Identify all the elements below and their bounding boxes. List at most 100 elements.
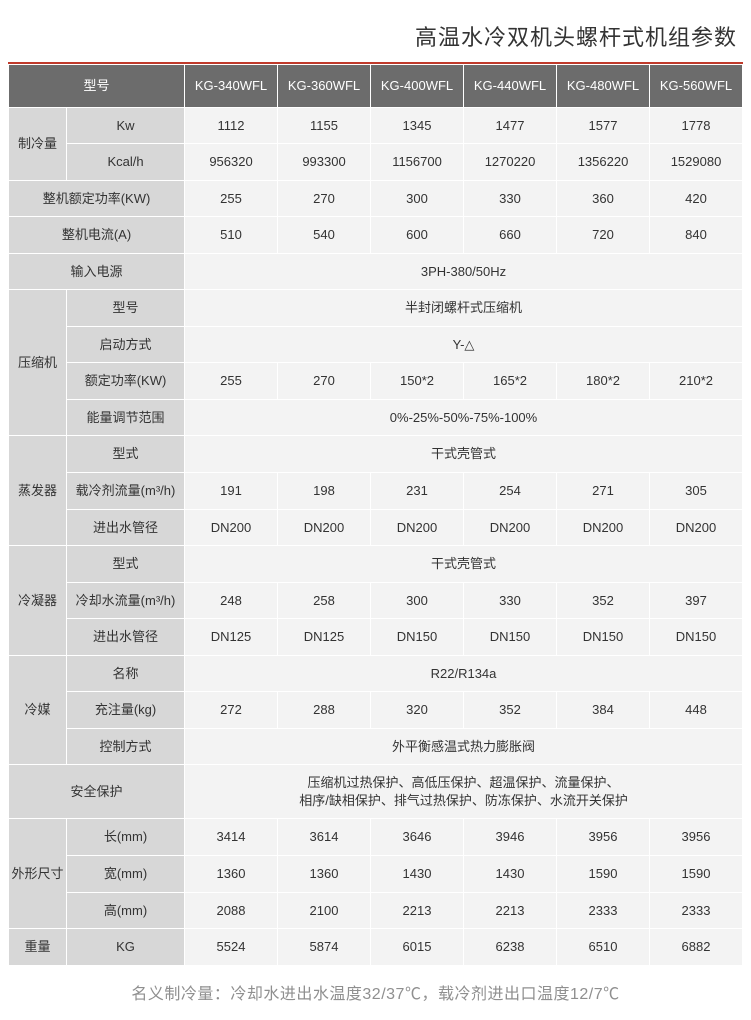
cell: 231	[371, 473, 464, 510]
cell: 330	[464, 582, 557, 619]
cell: 384	[557, 692, 650, 729]
cell-span: 压缩机过热保护、高低压保护、超温保护、流量保护、 相序/缺相保护、排气过热保护、…	[185, 765, 743, 819]
row-label: 高(mm)	[67, 892, 185, 929]
cell: 180*2	[557, 363, 650, 400]
cell: 3956	[650, 819, 743, 856]
cell: 510	[185, 217, 278, 254]
cell: DN200	[557, 509, 650, 546]
cell: 448	[650, 692, 743, 729]
cell-span: 3PH-380/50Hz	[185, 253, 743, 290]
safety-line1: 压缩机过热保护、高低压保护、超温保护、流量保护、	[308, 775, 620, 790]
cell: 330	[464, 180, 557, 217]
cell-span: R22/R134a	[185, 655, 743, 692]
cell: 258	[278, 582, 371, 619]
cell: DN150	[557, 619, 650, 656]
cell-span: Y-△	[185, 326, 743, 363]
cell: 210*2	[650, 363, 743, 400]
cell: 6015	[371, 929, 464, 966]
cell: 1778	[650, 107, 743, 144]
cell: 1590	[557, 856, 650, 893]
row-label: 启动方式	[67, 326, 185, 363]
cell: 1360	[185, 856, 278, 893]
cell: 320	[371, 692, 464, 729]
cell: 1356220	[557, 144, 650, 181]
cell: DN125	[278, 619, 371, 656]
table-row: 安全保护 压缩机过热保护、高低压保护、超温保护、流量保护、 相序/缺相保护、排气…	[9, 765, 743, 819]
cell: 165*2	[464, 363, 557, 400]
row-label: 长(mm)	[67, 819, 185, 856]
cell: 660	[464, 217, 557, 254]
cell: 300	[371, 180, 464, 217]
cell: 1529080	[650, 144, 743, 181]
table-row: 载冷剂流量(m³/h) 191 198 231 254 271 305	[9, 473, 743, 510]
cell-span: 干式壳管式	[185, 546, 743, 583]
cell: 840	[650, 217, 743, 254]
cell: 1155	[278, 107, 371, 144]
cell-span: 半封闭螺杆式压缩机	[185, 290, 743, 327]
cell: 2213	[464, 892, 557, 929]
footnote: 名义制冷量：冷却水进出水温度32/37℃，载冷剂进出口温度12/7℃	[8, 966, 743, 1010]
cell: 360	[557, 180, 650, 217]
cell: 3956	[557, 819, 650, 856]
spec-table: 型号 KG-340WFL KG-360WFL KG-400WFL KG-440W…	[8, 64, 743, 966]
col-header-model-label: 型号	[9, 65, 185, 108]
cell: 1430	[371, 856, 464, 893]
cell: DN125	[185, 619, 278, 656]
row-label: 型式	[67, 436, 185, 473]
cell: 352	[557, 582, 650, 619]
cell: 248	[185, 582, 278, 619]
table-header-row: 型号 KG-340WFL KG-360WFL KG-400WFL KG-440W…	[9, 65, 743, 108]
table-row: 制冷量 Kw 1112 1155 1345 1477 1577 1778	[9, 107, 743, 144]
cell: 6238	[464, 929, 557, 966]
row-label: 额定功率(KW)	[67, 363, 185, 400]
row-label: 载冷剂流量(m³/h)	[67, 473, 185, 510]
cell-span: 外平衡感温式热力膨胀阀	[185, 728, 743, 765]
cell: DN150	[464, 619, 557, 656]
row-label: 型号	[67, 290, 185, 327]
table-row: 控制方式 外平衡感温式热力膨胀阀	[9, 728, 743, 765]
cell: 1590	[650, 856, 743, 893]
safety-line2: 相序/缺相保护、排气过热保护、防冻保护、水流开关保护	[299, 793, 628, 808]
cell: 3614	[278, 819, 371, 856]
table-row: 进出水管径 DN125 DN125 DN150 DN150 DN150 DN15…	[9, 619, 743, 656]
group-label: 外形尺寸	[9, 819, 67, 929]
cell: 288	[278, 692, 371, 729]
row-label: 进出水管径	[67, 619, 185, 656]
row-label: 安全保护	[9, 765, 185, 819]
cell: 270	[278, 363, 371, 400]
row-label: 能量调节范围	[67, 399, 185, 436]
row-label: 充注量(kg)	[67, 692, 185, 729]
cell: 6510	[557, 929, 650, 966]
table-row: 整机电流(A) 510 540 600 660 720 840	[9, 217, 743, 254]
table-row: 进出水管径 DN200 DN200 DN200 DN200 DN200 DN20…	[9, 509, 743, 546]
cell: 3414	[185, 819, 278, 856]
cell: 305	[650, 473, 743, 510]
table-row: 额定功率(KW) 255 270 150*2 165*2 180*2 210*2	[9, 363, 743, 400]
page-title: 高温水冷双机头螺杆式机组参数	[8, 14, 743, 62]
cell: DN150	[650, 619, 743, 656]
cell: 1430	[464, 856, 557, 893]
row-label: 控制方式	[67, 728, 185, 765]
cell: 1360	[278, 856, 371, 893]
row-label: 宽(mm)	[67, 856, 185, 893]
cell: 600	[371, 217, 464, 254]
cell: 1112	[185, 107, 278, 144]
row-label: KG	[67, 929, 185, 966]
group-label: 压缩机	[9, 290, 67, 436]
cell: 993300	[278, 144, 371, 181]
row-label: 型式	[67, 546, 185, 583]
row-label: 输入电源	[9, 253, 185, 290]
cell: 6882	[650, 929, 743, 966]
col-header-model: KG-560WFL	[650, 65, 743, 108]
cell: 540	[278, 217, 371, 254]
cell: DN200	[464, 509, 557, 546]
cell: 272	[185, 692, 278, 729]
cell: 150*2	[371, 363, 464, 400]
row-label: 进出水管径	[67, 509, 185, 546]
table-row: 充注量(kg) 272 288 320 352 384 448	[9, 692, 743, 729]
table-row: 冷媒 名称 R22/R134a	[9, 655, 743, 692]
cell: DN200	[185, 509, 278, 546]
row-label: Kcal/h	[67, 144, 185, 181]
group-label: 冷凝器	[9, 546, 67, 656]
cell: DN200	[371, 509, 464, 546]
